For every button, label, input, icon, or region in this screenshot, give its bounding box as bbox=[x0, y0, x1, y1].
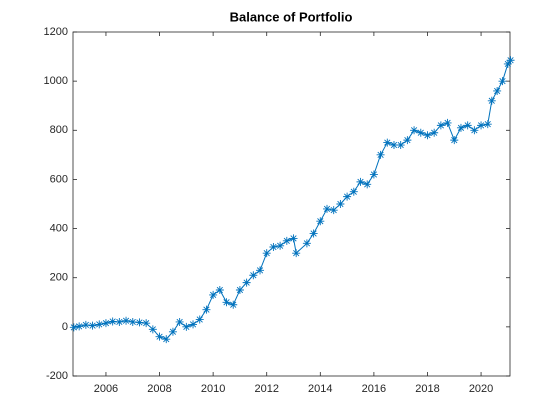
y-tick-label: -200 bbox=[46, 370, 68, 382]
data-marker bbox=[69, 323, 78, 332]
data-marker bbox=[215, 286, 224, 294]
data-marker bbox=[477, 121, 486, 130]
data-marker bbox=[276, 241, 285, 250]
data-marker bbox=[363, 180, 372, 189]
plot-area bbox=[72, 31, 511, 377]
y-tick-label: 0 bbox=[62, 321, 68, 333]
data-marker bbox=[81, 320, 90, 329]
data-marker bbox=[396, 141, 405, 150]
data-marker bbox=[168, 327, 177, 336]
data-marker bbox=[189, 320, 198, 329]
data-marker bbox=[128, 317, 137, 326]
data-marker bbox=[75, 322, 84, 331]
data-marker bbox=[249, 271, 258, 280]
x-tick-label: 2008 bbox=[147, 383, 171, 395]
data-marker bbox=[195, 315, 204, 324]
data-marker bbox=[316, 217, 325, 226]
chart-title: Balance of Portfolio bbox=[230, 9, 353, 24]
data-marker bbox=[309, 229, 318, 238]
data-marker bbox=[229, 300, 238, 309]
data-marker bbox=[503, 59, 512, 68]
data-marker bbox=[336, 200, 345, 208]
data-marker bbox=[209, 290, 218, 299]
x-tick-label: 2010 bbox=[201, 383, 225, 395]
data-marker bbox=[148, 325, 157, 334]
data-marker bbox=[115, 317, 124, 326]
data-marker bbox=[410, 126, 419, 135]
y-tick-label: 200 bbox=[50, 272, 68, 284]
data-marker bbox=[88, 321, 97, 330]
x-tick-label: 2012 bbox=[254, 383, 278, 395]
data-marker bbox=[155, 332, 164, 341]
y-tick-label: 1200 bbox=[44, 26, 68, 38]
data-marker bbox=[329, 206, 338, 215]
x-tick-label: 2020 bbox=[469, 383, 493, 395]
data-marker bbox=[302, 239, 311, 248]
data-marker bbox=[436, 121, 445, 130]
data-marker bbox=[470, 126, 479, 135]
data-marker bbox=[282, 236, 291, 245]
data-marker bbox=[463, 121, 472, 130]
data-marker bbox=[343, 192, 352, 201]
data-marker bbox=[262, 249, 271, 258]
x-tick-label: 2014 bbox=[308, 383, 332, 395]
data-marker bbox=[349, 187, 358, 196]
y-tick-label: 800 bbox=[50, 124, 68, 136]
data-marker bbox=[450, 136, 459, 145]
data-marker bbox=[456, 123, 465, 132]
data-marker bbox=[122, 316, 131, 325]
y-tick-label: 400 bbox=[50, 222, 68, 234]
data-marker bbox=[142, 319, 151, 328]
data-marker bbox=[403, 136, 412, 145]
data-marker bbox=[376, 150, 385, 159]
x-tick-label: 2018 bbox=[415, 383, 439, 395]
data-marker bbox=[175, 317, 184, 326]
data-marker bbox=[242, 278, 251, 287]
data-marker bbox=[369, 170, 378, 179]
data-marker bbox=[506, 56, 515, 65]
data-marker bbox=[202, 305, 211, 314]
data-marker bbox=[498, 77, 507, 86]
data-marker bbox=[323, 204, 332, 213]
data-marker bbox=[430, 128, 439, 137]
data-marker bbox=[182, 322, 191, 331]
data-marker bbox=[235, 286, 244, 294]
data-marker bbox=[289, 234, 298, 243]
data-marker bbox=[101, 319, 110, 328]
data-marker bbox=[135, 318, 144, 327]
data-marker bbox=[383, 138, 392, 147]
data-marker bbox=[108, 317, 117, 326]
data-marker bbox=[292, 249, 301, 258]
y-tick-label: 600 bbox=[50, 173, 68, 185]
x-tick-label: 2016 bbox=[362, 383, 386, 395]
data-marker bbox=[356, 177, 365, 186]
data-marker bbox=[483, 120, 492, 129]
data-marker bbox=[487, 96, 496, 105]
x-tick-label: 2006 bbox=[94, 383, 118, 395]
data-marker bbox=[222, 298, 231, 307]
data-marker bbox=[416, 128, 425, 137]
data-marker bbox=[95, 320, 104, 329]
data-marker bbox=[162, 335, 171, 344]
data-marker bbox=[269, 243, 278, 251]
data-marker bbox=[256, 266, 265, 275]
data-marker bbox=[389, 141, 398, 150]
y-tick-label: 1000 bbox=[44, 75, 68, 87]
data-marker bbox=[493, 86, 502, 95]
data-marker bbox=[423, 131, 432, 140]
data-marker bbox=[443, 118, 452, 127]
